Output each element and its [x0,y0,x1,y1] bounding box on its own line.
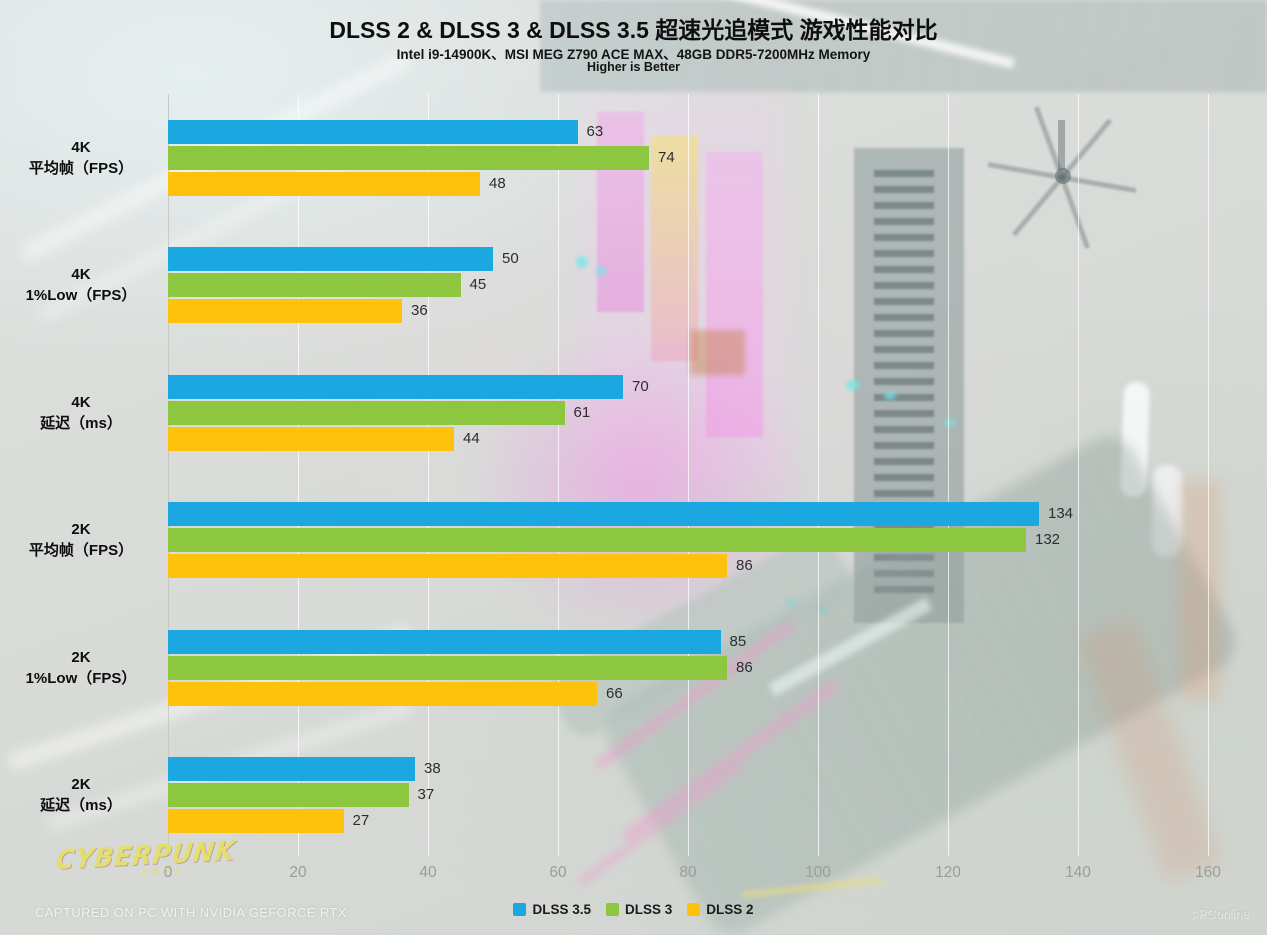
gridline [558,94,559,856]
category-line2: 1%Low（FPS） [25,287,137,305]
bar-dlss2 [168,809,344,833]
legend: DLSS 3.5 DLSS 3 DLSS 2 [0,902,1267,917]
legend-swatch [687,903,701,916]
legend-swatch [513,903,527,916]
bar-value-label: 45 [469,276,487,294]
bar-dlss2 [168,172,480,196]
bar-value-label: 86 [736,557,753,575]
bar-value-label: 27 [352,812,370,829]
category-line1: 2K [71,776,91,793]
chart-title: DLSS 2 & DLSS 3 & DLSS 3.5 超速光追模式 游戏性能对比 [329,17,938,43]
gridline [168,94,169,856]
gridline [1208,94,1209,856]
category-line2: 延迟（ms） [40,414,122,432]
x-tick-label: 160 [1195,864,1221,881]
legend-label: DLSS 3.5 [532,902,591,917]
capture-caption: CAPTURED ON PC WITH NVIDIA GEFORCE RTX [35,905,347,920]
bar-value-label: 132 [1035,531,1061,549]
category-label: 4K 1%Low（FPS） [5,264,157,306]
category-line2: 延迟（ms） [40,797,122,814]
x-tick-label: 140 [1065,864,1091,881]
category-label: 2K 1%Low（FPS） [5,647,157,689]
bar-value-label: 74 [658,149,675,166]
x-tick-label: 40 [419,864,437,881]
bar-value-label: 44 [463,429,480,447]
gridline [688,94,689,856]
bar-dlss35 [168,374,623,399]
legend-label: DLSS 3 [625,902,673,917]
bar-value-label: 66 [606,684,623,702]
gridline [428,94,429,856]
bar-dlss3 [168,146,649,170]
gridline [818,94,819,856]
bar-value-label: 70 [632,377,649,395]
x-tick-label: 80 [679,864,697,881]
bar-dlss2 [168,299,402,324]
cyberpunk-logo: CYBERPUNK 2077 [53,836,237,882]
legend-item: DLSS 3 [606,902,672,917]
bar-value-label: 85 [729,632,747,650]
bar-value-label: 37 [417,786,435,803]
bar-dlss2 [168,681,597,706]
bar-value-label: 86 [736,658,753,676]
gridline [298,94,299,856]
bar-value-label: 61 [573,403,591,421]
category-line2: 平均帧（FPS） [28,542,134,560]
gridline [1078,94,1079,856]
legend-swatch [606,903,619,916]
category-label: 4K 平均帧（FPS） [5,137,157,179]
category-line2: 1%Low（FPS） [25,669,137,687]
x-tick-label: 120 [935,864,961,881]
x-tick-label: 60 [549,864,567,881]
bar-dlss3 [168,783,409,807]
category-label: 2K 延迟（ms） [5,774,157,816]
pconline-watermark: ©PConline [1189,907,1249,921]
bar-dlss35 [168,247,493,272]
x-tick-label: 20 [289,864,307,881]
bar-value-label: 36 [411,302,428,320]
bar-dlss3 [168,655,727,680]
category-line1: 2K [71,648,91,666]
higher-is-better-note: Higher is Better [586,60,681,74]
category-line1: 4K [71,393,91,411]
bar-dlss35 [168,629,721,654]
bar-value-label: 63 [586,123,604,140]
category-line1: 4K [71,266,91,284]
bar-dlss2 [168,554,727,579]
category-line2: 平均帧（FPS） [28,160,134,177]
y-axis-line [168,94,169,856]
x-tick-label: 100 [805,864,831,881]
bar-value-label: 48 [489,175,506,192]
category-line1: 4K [71,139,91,156]
category-line1: 2K [71,521,91,539]
x-tick-label: 0 [163,864,173,881]
bar-dlss3 [168,273,461,298]
category-label: 4K 延迟（ms） [5,392,157,434]
bar-dlss35 [168,757,415,781]
legend-item: DLSS 3.5 [513,902,591,917]
bar-dlss2 [168,426,454,451]
gridline [948,94,949,856]
bar-dlss35 [168,120,578,144]
bar-value-label: 134 [1048,505,1074,523]
legend-label: DLSS 2 [706,902,754,917]
bar-value-label: 38 [424,760,441,777]
legend-item: DLSS 2 [687,902,754,917]
bar-value-label: 50 [502,250,519,268]
category-label: 2K 平均帧（FPS） [5,519,157,561]
bar-dlss3 [168,528,1026,553]
bar-dlss35 [168,502,1039,527]
bar-dlss3 [168,400,565,425]
